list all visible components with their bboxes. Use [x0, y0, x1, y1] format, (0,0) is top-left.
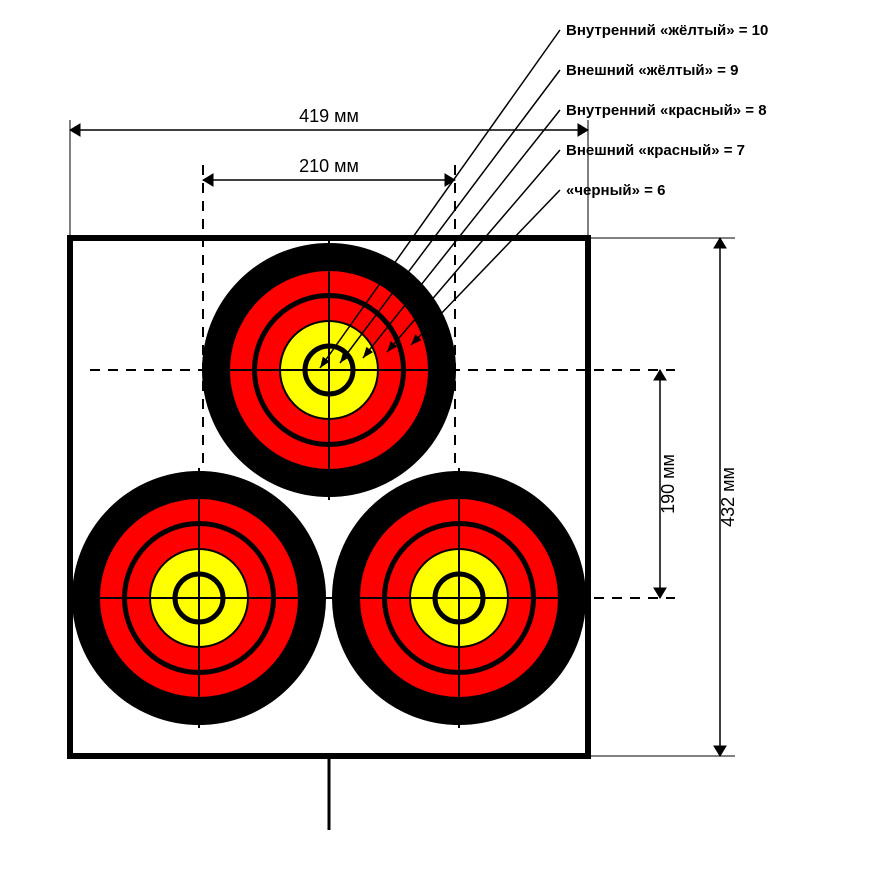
- dim-width-label: 419 мм: [299, 106, 359, 126]
- background: [0, 0, 881, 883]
- label-outer-red: Внешний «красный» = 7: [566, 142, 745, 159]
- dim-height-label: 432 мм: [718, 467, 738, 527]
- label-inner-yellow: Внутренний «жёлтый» = 10: [566, 22, 768, 39]
- dim-spacing-label: 190 мм: [658, 454, 678, 514]
- label-inner-red: Внутренний «красный» = 8: [566, 102, 767, 119]
- label-outer-yellow: Внешний «жёлтый» = 9: [566, 62, 738, 79]
- label-black: «черный» = 6: [566, 182, 665, 199]
- target-diagram: 419 мм 210 мм 190 мм 432 мм Внутренний «жёлт…: [0, 0, 881, 883]
- dim-inner-label: 210 мм: [299, 156, 359, 176]
